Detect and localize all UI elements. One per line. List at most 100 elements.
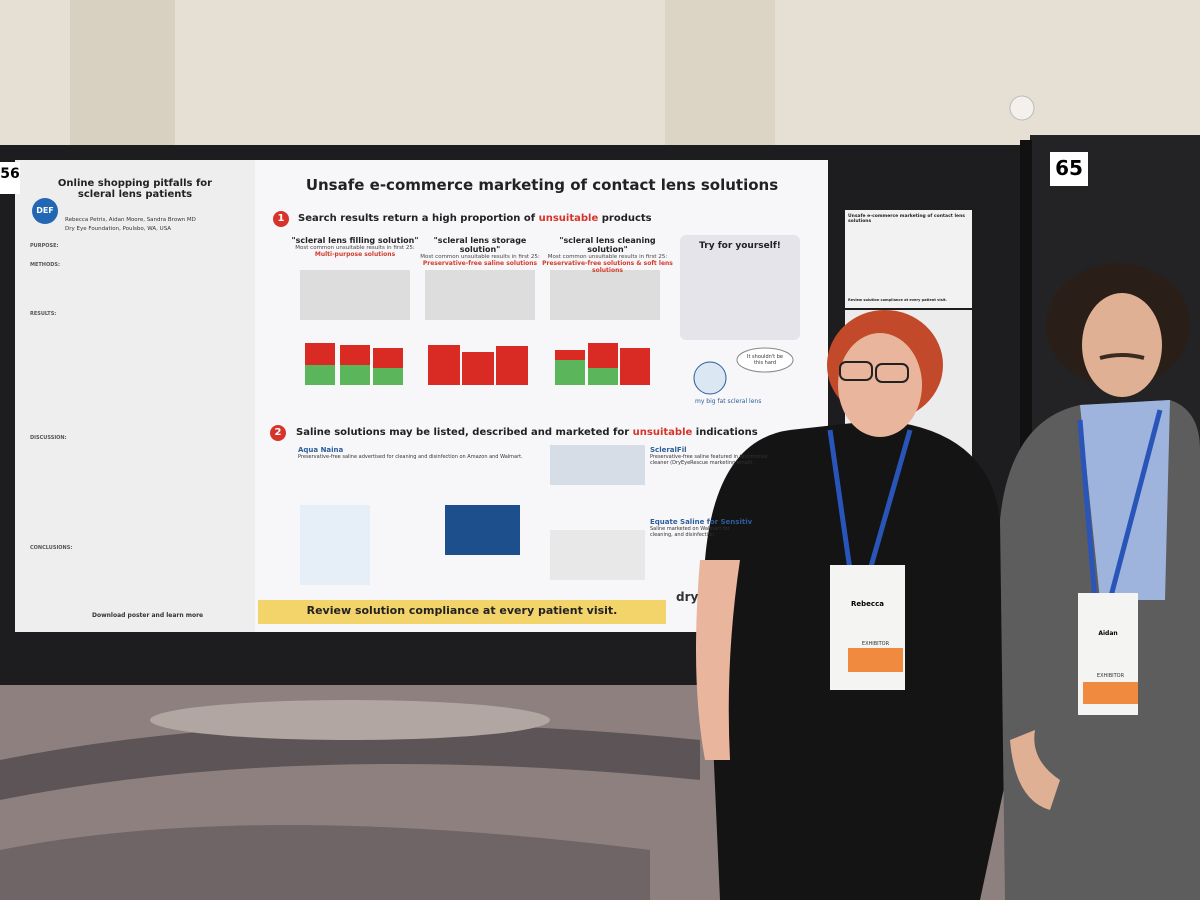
brand: dry (676, 590, 699, 604)
section-number: 1 (273, 211, 289, 227)
bubble-text: It shouldn't be this hard (747, 354, 783, 366)
column: "scleral lens storage solution" Most com… (415, 236, 545, 267)
chart-shape (373, 368, 403, 385)
product-name: Aqua Naina (298, 446, 344, 454)
product-name: ScleralFil (650, 446, 687, 454)
mascot (693, 361, 727, 395)
logo: DEF (32, 198, 58, 224)
query: "scleral lens cleaning solution" (559, 236, 656, 254)
product-name: Equate Saline for Sensitiv (650, 518, 753, 526)
booth-number: 56 (0, 166, 20, 182)
carpet-pattern (0, 825, 650, 900)
product-image (445, 505, 520, 555)
carpet-pattern (0, 724, 700, 800)
section-label: PURPOSE: (30, 243, 59, 249)
glasses (839, 361, 873, 381)
section-label: DISCUSSION: (30, 435, 67, 441)
mustache (1099, 353, 1145, 360)
subtitle: Most common unsuitable results in first … (295, 245, 415, 251)
highlight: Multi-purpose solutions (314, 251, 396, 258)
sensor (1009, 95, 1035, 121)
speech-bubble (736, 347, 794, 373)
product-image (550, 530, 645, 580)
query: "scleral lens filling solution" (291, 236, 419, 245)
badge-name: Aidan (1098, 630, 1118, 637)
section-label: RESULTS: (30, 311, 57, 317)
mascot-name: my big fat scleral lens (695, 398, 762, 405)
heading-emphasis: unsuitable (632, 427, 693, 438)
query: "scleral lens storage solution" (433, 236, 527, 254)
section-heading: Saline solutions may be listed, describe… (296, 427, 758, 438)
authors: Rebecca Petris, Aidan Moore, Sandra Brow… (65, 217, 196, 223)
screenshot (300, 270, 410, 320)
banner-text: Review solution compliance at every pati… (306, 604, 618, 617)
section-label: CONCLUSIONS: (30, 545, 73, 551)
hand (1010, 730, 1060, 810)
product: Aqua Naina Preservative-free saline adve… (298, 446, 538, 460)
person-woman (696, 310, 1010, 900)
screenshot (550, 270, 660, 320)
arm (696, 560, 740, 760)
download-text: Download poster and learn more (92, 612, 204, 619)
chart-shape (588, 368, 618, 385)
panel-title: Online shopping pitfalls for scleral len… (57, 178, 213, 200)
pillar (665, 0, 775, 145)
column: "scleral lens filling solution" Most com… (290, 236, 420, 258)
product-desc: Saline marketed on Walmart for cleaning,… (650, 526, 730, 538)
wall (0, 0, 1200, 150)
section-label: METHODS: (30, 262, 60, 268)
chart-shape (428, 345, 460, 385)
badge-stripe (1083, 682, 1138, 704)
badge-role: EXHIBITOR (1096, 673, 1125, 679)
booth-card (0, 162, 20, 194)
left-panel (15, 160, 255, 632)
booth-number: 65 (1055, 156, 1083, 180)
product-desc: Preservative-free saline featured in tes… (650, 454, 768, 466)
side-footer: Review solution compliance at every pati… (848, 298, 947, 302)
badge-role: EXHIBITOR (861, 641, 890, 647)
person-man (1000, 263, 1200, 900)
screenshot (425, 270, 535, 320)
highlight: Preservative-free saline solutions (422, 260, 538, 267)
carpet-pattern (150, 700, 550, 740)
chart-shape (496, 346, 528, 385)
badge-name: Rebecca (851, 600, 884, 608)
side-title: Unsafe e-commerce marketing of contact l… (848, 214, 965, 224)
face (838, 333, 922, 437)
poster-title: Unsafe e-commerce marketing of contact l… (305, 176, 779, 194)
banner (258, 600, 666, 624)
subtitle: Most common unsuitable results in first … (420, 254, 540, 260)
chart-shape (305, 365, 335, 385)
subtitle: Most common unsuitable results in first … (547, 254, 668, 260)
product: ScleralFil Preservative-free saline feat… (650, 446, 770, 466)
chart-shape (340, 365, 370, 385)
column: "scleral lens cleaning solution" Most co… (540, 236, 675, 274)
highlight: Preservative-free solutions & soft lens … (542, 260, 673, 274)
side-poster (845, 210, 972, 308)
chart-shape (555, 350, 585, 360)
badge-stripe (848, 648, 903, 672)
product-desc: Preservative-free saline advertised for … (298, 454, 523, 460)
heading-emphasis: unsuitable (538, 213, 599, 224)
chart-shape (462, 352, 494, 385)
product-image (300, 505, 370, 585)
heading-text: indications (692, 427, 758, 438)
glasses (875, 363, 909, 383)
pillar (70, 0, 175, 145)
chart-shape (555, 358, 585, 385)
face (1082, 293, 1162, 397)
chart-shape (620, 348, 650, 385)
product-image (550, 445, 645, 485)
affiliation: Dry Eye Foundation, Poulsbo, WA, USA (65, 226, 172, 232)
try-title: Try for yourself! (699, 241, 781, 251)
heading-text: products (598, 213, 652, 224)
booth-card (1050, 152, 1088, 186)
try-box (680, 235, 800, 340)
heading-text: Saline solutions may be listed, describe… (296, 427, 633, 438)
section-number: 2 (270, 425, 286, 441)
bar-charts (300, 270, 660, 385)
heading-text: Search results return a high proportion … (298, 213, 539, 224)
product: Equate Saline for Sensitiv Saline market… (650, 518, 753, 538)
